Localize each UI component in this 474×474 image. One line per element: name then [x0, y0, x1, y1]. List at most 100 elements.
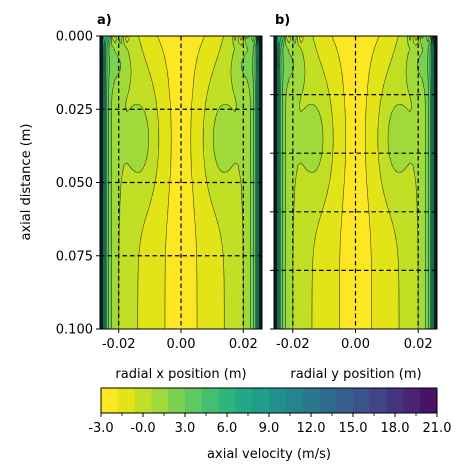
velocity-cell: [205, 130, 209, 135]
velocity-cell: [124, 241, 128, 245]
velocity-cell: [139, 263, 143, 268]
velocity-cell: [253, 325, 257, 329]
velocity-cell: [223, 75, 227, 79]
velocity-cell: [112, 195, 116, 200]
velocity-cell: [226, 39, 230, 44]
velocity-cell: [250, 68, 254, 73]
velocity-cell: [109, 267, 113, 271]
velocity-cell: [121, 319, 125, 324]
velocity-cell: [205, 205, 209, 210]
velocity-cell: [250, 162, 254, 167]
velocity-cell: [223, 153, 227, 158]
velocity-cell: [145, 52, 149, 57]
velocity-cell: [235, 97, 239, 102]
velocity-cell: [214, 182, 218, 187]
velocity-cell: [109, 241, 113, 245]
velocity-cell: [211, 114, 215, 118]
velocity-cell: [145, 250, 149, 255]
velocity-cell: [133, 175, 137, 180]
velocity-cell: [139, 114, 143, 118]
velocity-cell: [154, 319, 158, 324]
velocity-cell: [205, 78, 209, 83]
velocity-cell: [208, 211, 212, 216]
velocity-cell: [172, 162, 176, 167]
velocity-cell: [136, 231, 140, 236]
velocity-cell: [151, 130, 155, 135]
velocity-cell: [130, 221, 134, 226]
velocity-cell: [223, 254, 227, 258]
velocity-cell: [139, 276, 143, 281]
velocity-cell: [196, 228, 200, 232]
velocity-cell: [178, 218, 182, 223]
velocity-cell: [247, 81, 251, 86]
velocity-cell: [178, 140, 182, 145]
velocity-cell: [157, 172, 161, 177]
velocity-cell: [190, 296, 194, 301]
velocity-cell: [214, 169, 218, 174]
velocity-cell: [193, 94, 197, 99]
velocity-cell: [142, 192, 146, 197]
velocity-cell: [109, 123, 113, 128]
velocity-cell: [157, 97, 161, 102]
velocity-cell: [202, 162, 206, 167]
velocity-cell: [232, 182, 236, 187]
velocity-cell: [217, 156, 221, 161]
velocity-cell: [139, 221, 143, 226]
velocity-cell: [118, 143, 122, 148]
velocity-cell: [193, 299, 197, 304]
velocity-cell: [130, 42, 134, 47]
velocity-cell: [106, 78, 110, 83]
velocity-cell: [175, 94, 179, 99]
velocity-cell: [163, 172, 167, 177]
velocity-cell: [196, 247, 200, 252]
velocity-cell: [214, 75, 218, 79]
velocity-cell: [238, 104, 242, 109]
velocity-cell: [184, 49, 188, 53]
velocity-cell: [196, 234, 200, 239]
velocity-cell: [118, 120, 122, 125]
velocity-cell: [229, 244, 233, 249]
velocity-cell: [175, 101, 179, 105]
velocity-cell: [133, 254, 137, 258]
velocity-cell: [220, 81, 224, 86]
velocity-cell: [247, 211, 251, 216]
velocity-cell: [121, 75, 125, 79]
velocity-cell: [229, 231, 233, 236]
velocity-cell: [124, 88, 128, 92]
velocity-cell: [208, 127, 212, 132]
velocity-cell: [232, 97, 236, 102]
velocity-cell: [136, 224, 140, 229]
velocity-cell: [130, 189, 134, 193]
velocity-cell: [157, 179, 161, 184]
velocity-cell: [184, 156, 188, 161]
velocity-cell: [247, 202, 251, 206]
velocity-cell: [247, 185, 251, 190]
velocity-cell: [145, 166, 149, 171]
velocity-cell: [106, 257, 110, 262]
velocity-cell: [127, 254, 131, 258]
velocity-cell: [178, 280, 182, 285]
velocity-cell: [181, 36, 185, 40]
velocity-cell: [229, 208, 233, 213]
velocity-cell: [205, 45, 209, 50]
velocity-cell: [211, 231, 215, 236]
velocity-cell: [205, 55, 209, 60]
velocity-cell: [103, 94, 107, 99]
velocity-cell: [109, 71, 113, 76]
velocity-cell: [127, 182, 131, 187]
velocity-cell: [133, 39, 137, 44]
velocity-cell: [130, 306, 134, 311]
velocity-cell: [253, 107, 257, 112]
velocity-cell: [148, 218, 152, 223]
velocity-cell: [109, 244, 113, 249]
velocity-cell: [172, 62, 176, 66]
velocity-cell: [130, 325, 134, 329]
velocity-cell: [391, 36, 396, 40]
velocity-cell: [112, 120, 116, 125]
velocity-cell: [223, 198, 227, 203]
velocity-cell: [223, 71, 227, 76]
velocity-cell: [172, 228, 176, 232]
velocity-cell: [154, 52, 158, 57]
velocity-cell: [220, 205, 224, 210]
velocity-cell: [115, 71, 119, 76]
